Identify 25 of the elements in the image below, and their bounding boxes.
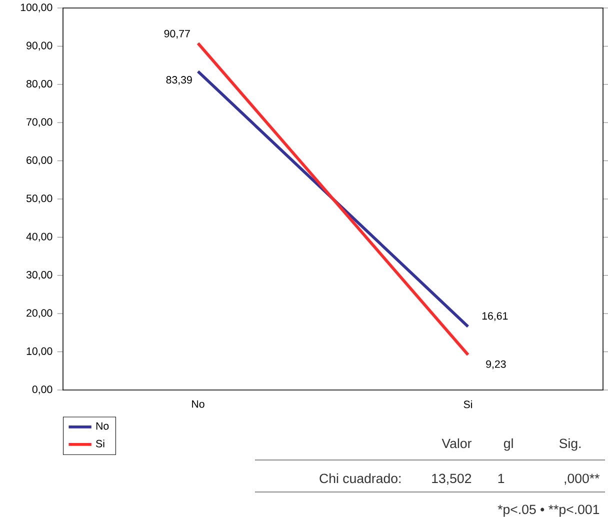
data-label: 9,23 xyxy=(486,360,506,370)
data-label: 90,77 xyxy=(164,30,190,39)
legend-label: Si xyxy=(96,440,104,448)
y-tick-label: 90,00 xyxy=(26,42,52,51)
text: Chi cuadrado: xyxy=(320,473,400,484)
text: ,000** xyxy=(564,474,600,485)
y-tick-label: 50,00 xyxy=(26,194,52,204)
y-tick-label: 40,00 xyxy=(26,232,52,242)
y-tick-label: 30,00 xyxy=(26,271,52,280)
legend-label: No xyxy=(96,422,109,430)
text: gl xyxy=(504,438,513,451)
y-tick-label: 80,00 xyxy=(26,80,52,89)
text: 13,502 xyxy=(432,474,472,485)
text: Sig. xyxy=(559,438,581,451)
text: Valor xyxy=(442,438,472,448)
text: *p<.05 • **p<.001 xyxy=(498,504,600,517)
data-label: 16,61 xyxy=(482,312,508,321)
y-tick-label: 70,00 xyxy=(26,118,52,127)
y-tick-label: 60,00 xyxy=(26,156,52,166)
y-tick-label: 0,00 xyxy=(32,386,52,394)
data-label: 83,39 xyxy=(166,76,192,85)
text: 1 xyxy=(498,474,504,483)
y-tick-label: 10,00 xyxy=(26,347,52,356)
y-tick-label: 100,00 xyxy=(20,4,52,12)
y-tick-label: 20,00 xyxy=(26,309,52,318)
